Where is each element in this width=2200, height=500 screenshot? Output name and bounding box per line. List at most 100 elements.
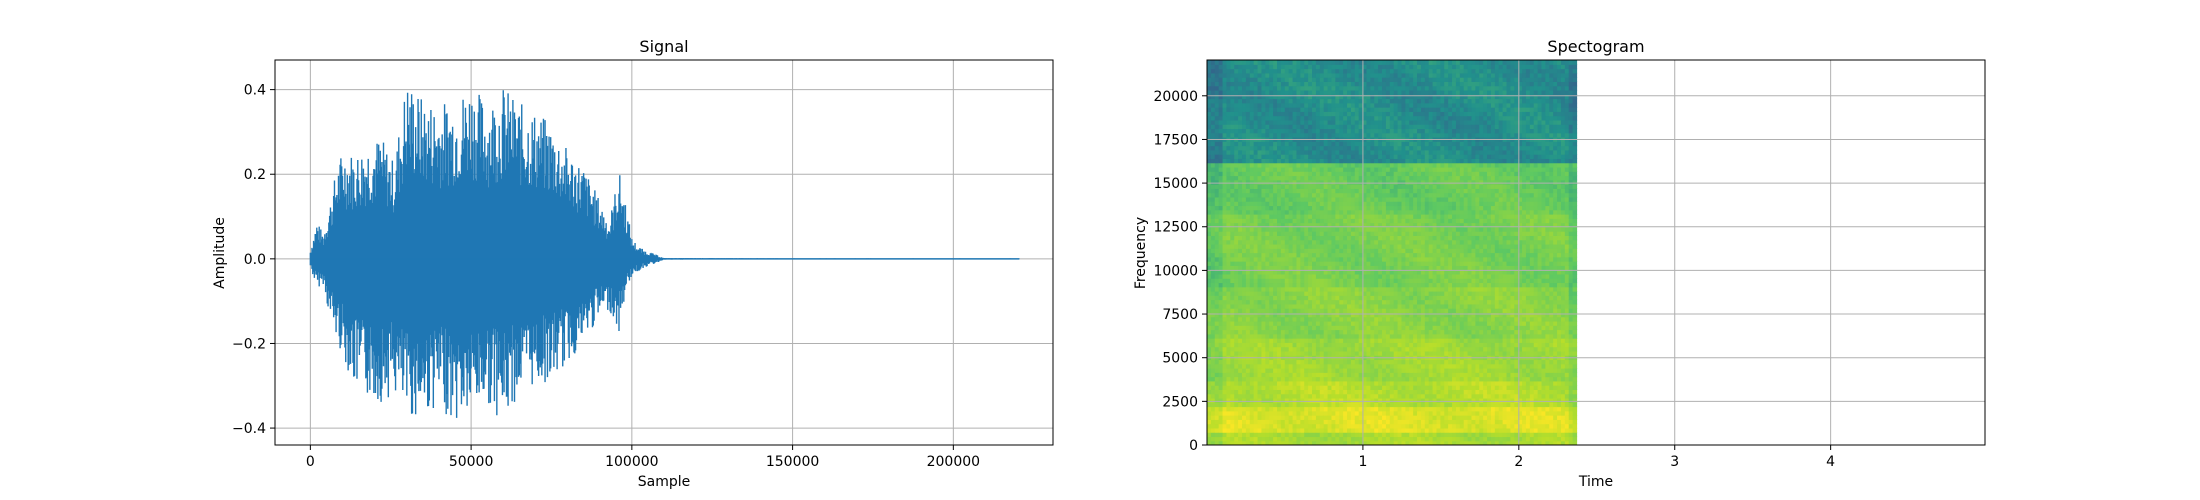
spectrogram-cell: [1226, 77, 1231, 82]
spectrogram-cell: [1312, 410, 1317, 416]
spectrogram-cell: [1366, 218, 1371, 224]
spectrogram-cell: [1284, 393, 1290, 399]
spectrogram-cell: [1284, 235, 1290, 241]
spectrogram-cell: [1417, 128, 1422, 134]
spectrogram-cell: [1417, 359, 1422, 365]
spectrogram-cell: [1393, 406, 1399, 412]
spectrogram-cell: [1304, 385, 1309, 390]
spectrogram-cell: [1409, 419, 1414, 425]
spectrogram-cell: [1300, 226, 1305, 232]
spectrogram-cell: [1300, 64, 1305, 70]
spectrogram-cell: [1226, 423, 1231, 429]
spectrogram-cell: [1214, 316, 1220, 322]
spectrogram-cell: [1277, 423, 1282, 429]
spectrogram-cell: [1284, 397, 1290, 403]
spectrogram-cell: [1238, 350, 1243, 356]
spectrogram-cell: [1218, 85, 1224, 91]
spectrogram-cell: [1222, 239, 1228, 245]
spectrogram-cell: [1238, 149, 1243, 155]
spectrogram-cell: [1207, 397, 1212, 403]
spectrogram-cell: [1230, 196, 1235, 202]
spectrogram-cell: [1238, 64, 1243, 70]
spectrogram-cell: [1300, 393, 1305, 399]
spectrogram-cell: [1382, 252, 1387, 258]
spectrogram-cell: [1238, 175, 1243, 181]
spectrogram-cell: [1393, 115, 1399, 121]
spectrogram-cell: [1397, 175, 1403, 181]
spectrogram-cell: [1417, 312, 1422, 318]
spectrogram-cell: [1238, 205, 1243, 211]
spectrogram-cell: [1234, 218, 1239, 224]
spectrogram-cell: [1366, 205, 1371, 211]
spectrogram-cell: [1358, 436, 1364, 442]
spectrogram-cell: [1370, 132, 1375, 138]
spectrogram-cell: [1350, 432, 1356, 438]
spectrogram-cell: [1214, 410, 1220, 416]
spectrogram-cell: [1417, 68, 1422, 74]
spectrogram-cell: [1347, 303, 1352, 309]
spectrogram-cell: [1343, 226, 1348, 232]
spectrogram-cell: [1277, 312, 1282, 318]
spectrogram-cell: [1296, 166, 1301, 172]
spectrogram-cell: [1300, 363, 1305, 369]
spectrogram-cell: [1261, 303, 1266, 309]
spectrogram-cell: [1409, 89, 1414, 95]
spectrogram-cell: [1409, 346, 1414, 352]
spectrogram-cell: [1242, 393, 1247, 399]
spectrogram-cell: [1405, 124, 1410, 130]
spectrogram-cell: [1304, 184, 1309, 189]
spectrogram-cell: [1347, 184, 1352, 189]
spectrogram-cell: [1370, 436, 1375, 442]
spectrogram-cell: [1319, 128, 1325, 134]
spectrogram-cell: [1308, 385, 1313, 390]
spectrogram-cell: [1397, 380, 1403, 386]
spectrogram-cell: [1413, 338, 1418, 343]
spectrogram-cell: [1343, 72, 1348, 78]
spectrogram-cell: [1245, 72, 1251, 78]
spectrogram-cell: [1280, 145, 1286, 151]
spectrogram-cell: [1296, 192, 1301, 198]
spectrogram-cell: [1382, 214, 1387, 219]
spectrogram-cell: [1378, 179, 1383, 185]
spectrogram-cell: [1261, 410, 1266, 416]
spectrogram-cell: [1413, 427, 1418, 433]
spectrogram-cell: [1234, 158, 1239, 164]
spectrogram-cell: [1253, 72, 1259, 78]
spectrogram-cell: [1292, 312, 1298, 318]
spectrogram-cell: [1245, 427, 1251, 433]
spectrogram-cell: [1218, 295, 1224, 301]
spectrogram-cell: [1261, 119, 1266, 125]
spectrogram-cell: [1280, 102, 1286, 108]
spectrogram-cell: [1226, 64, 1231, 70]
spectrogram-cell: [1284, 201, 1290, 207]
spectrogram-cell: [1339, 175, 1344, 181]
spectrogram-cell: [1226, 432, 1231, 438]
spectrogram-cell: [1245, 158, 1251, 164]
spectrogram-cell: [1343, 60, 1348, 65]
spectrogram-cell: [1207, 440, 1212, 445]
spectrogram-cell: [1323, 81, 1329, 87]
spectrogram-cell: [1284, 299, 1290, 305]
spectrogram-cell: [1273, 423, 1278, 429]
spectrogram-cell: [1277, 320, 1282, 326]
spectrogram-cell: [1230, 282, 1235, 288]
spectrogram-cell: [1366, 397, 1371, 403]
spectrogram-cell: [1207, 329, 1212, 335]
spectrogram-cell: [1292, 158, 1298, 164]
spectrogram-cell: [1393, 184, 1399, 189]
spectrogram-cell: [1315, 162, 1321, 168]
spectrogram-cell: [1249, 256, 1255, 262]
spectrogram-cell: [1389, 60, 1395, 65]
signal-x-tick-label: 200000: [927, 454, 980, 470]
spectrogram-cell: [1292, 273, 1298, 279]
spectrogram-cell: [1214, 60, 1220, 65]
spectrogram-cell: [1393, 252, 1399, 258]
spectrogram-cell: [1207, 376, 1212, 382]
spectrogram-cell: [1277, 222, 1282, 228]
spectrogram-cell: [1378, 149, 1383, 155]
spectrogram-cell: [1366, 128, 1371, 134]
spectrogram-cell: [1296, 282, 1301, 288]
spectrogram-cell: [1210, 192, 1216, 198]
spectrogram-cell: [1207, 81, 1212, 87]
spectrogram-cell: [1393, 368, 1399, 373]
